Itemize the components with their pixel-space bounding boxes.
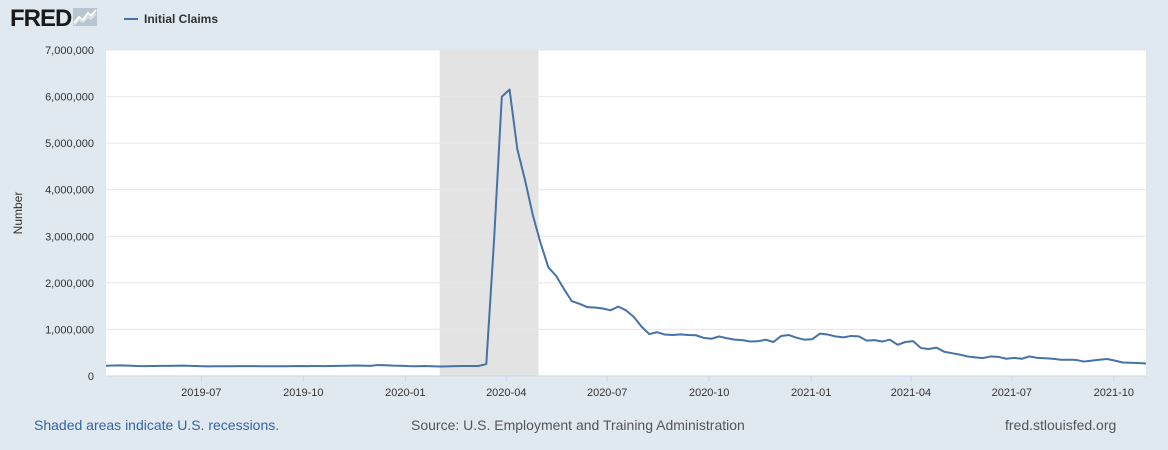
x-tick-label: 2019-07: [181, 387, 221, 399]
plot-background: [106, 50, 1146, 376]
legend-label-initial-claims: Initial Claims: [144, 12, 219, 26]
recession-note-link[interactable]: Shaded areas indicate U.S. recessions.: [34, 417, 280, 433]
x-tick-label: 2021-01: [791, 387, 831, 399]
y-tick-label: 5,000,000: [45, 138, 94, 150]
chart-line-icon: [73, 7, 98, 31]
site-link[interactable]: fred.stlouisfed.org: [1005, 417, 1117, 433]
source-note: Source: U.S. Employment and Training Adm…: [411, 417, 745, 433]
y-axis-title: Number: [11, 192, 25, 235]
x-tick-label: 2021-10: [1094, 387, 1134, 399]
fred-logo[interactable]: FRED: [10, 5, 98, 33]
chart: 0 1,000,000 2,000,000 3,000,000 4,000,000 5,0…: [11, 45, 1147, 399]
series-line-initial-claims[interactable]: [105, 88, 1147, 368]
x-tick-label: 2021-04: [891, 387, 931, 399]
x-tick-label: 2020-01: [385, 387, 425, 399]
x-tick-label: 2020-07: [587, 387, 627, 399]
y-tick-label: 2,000,000: [45, 278, 94, 290]
y-tick-label: 0: [88, 371, 94, 383]
x-tick-label: 2020-04: [486, 387, 526, 399]
x-tick-label: 2021-07: [992, 387, 1032, 399]
y-tick-label: 6,000,000: [45, 92, 94, 104]
y-tick-label: 7,000,000: [45, 45, 94, 57]
y-tick-label: 4,000,000: [45, 185, 94, 197]
chart-legend: Initial Claims: [124, 12, 218, 26]
x-tick-label: 2020-10: [689, 387, 729, 399]
x-tick-label: 2019-10: [283, 387, 323, 399]
chart-header: FRED Initial Claims: [0, 0, 1168, 40]
fred-logo-text: FRED: [10, 5, 72, 32]
y-tick-label: 3,000,000: [45, 231, 94, 243]
y-tick-label: 1,000,000: [45, 324, 94, 336]
legend-swatch-initial-claims: [124, 18, 138, 20]
